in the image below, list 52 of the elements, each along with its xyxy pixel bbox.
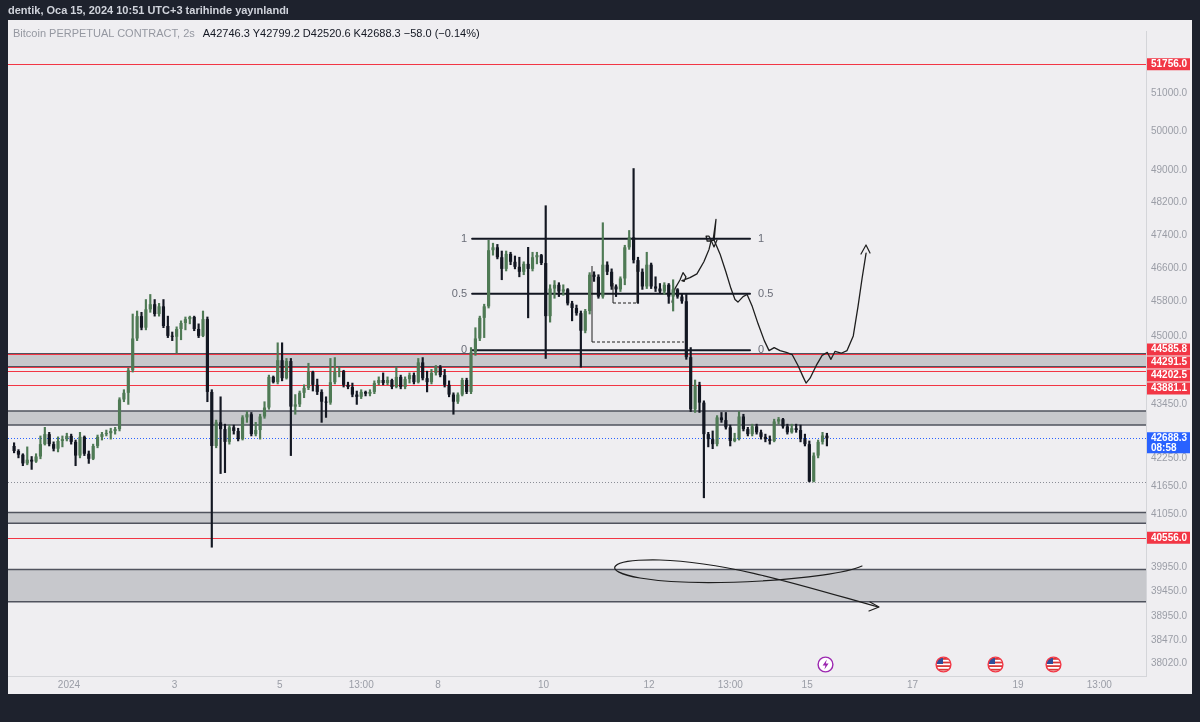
candlestick: [56, 436, 60, 453]
text: 08:58: [1151, 441, 1178, 453]
x-tick-label: 10: [537, 678, 550, 690]
y-tick-label: 41050.0: [1151, 508, 1188, 520]
x-tick-label: 19: [1012, 678, 1025, 690]
x-tick-label: 3: [171, 678, 178, 690]
series-label: 1: [460, 231, 468, 244]
y-tick-label: 43450.0: [1151, 397, 1188, 409]
y-tick-label: 38950.0: [1151, 610, 1188, 622]
y-tick-label: 39450.0: [1151, 585, 1188, 597]
candlestick: [737, 411, 741, 441]
y-tick-label: 41650.0: [1151, 479, 1188, 491]
y-tick-label: 50000.0: [1151, 125, 1188, 137]
x-tick-label: 13:00: [717, 678, 744, 690]
x-tick-label: 12: [643, 678, 655, 690]
ref-line-label: 44291.5: [1151, 356, 1188, 368]
text: 1: [758, 231, 765, 244]
x-tick-label: 17: [907, 678, 919, 690]
y-tick-label: 51000.0: [1151, 86, 1188, 98]
y-tick-label: 38020.0: [1151, 656, 1188, 668]
y-tick-label: 49000.0: [1151, 164, 1188, 176]
x-tick-label: 13:00: [1086, 678, 1113, 690]
series-label: 0: [460, 343, 468, 356]
y-tick-label: 38470.0: [1151, 634, 1188, 646]
x-tick-label: 15: [801, 678, 814, 690]
candlestick: [183, 316, 188, 331]
y-tick-label: 39950.0: [1151, 560, 1188, 572]
text: dentik, Oca 15, 2024 10:51 UTC+3 tarihinde yayınlandı: [8, 4, 289, 16]
ref-line-label: 51756.0: [1151, 58, 1188, 70]
ref-line-label: 42688.3: [1151, 432, 1188, 444]
ref-line-label: 40556.0: [1151, 531, 1188, 543]
y-tick-label: 42250.0: [1151, 452, 1188, 464]
ref-line-label: 44585.8: [1151, 343, 1188, 355]
x-tick-label: 8: [435, 678, 442, 690]
ref-line-label: 43881.1: [1151, 382, 1188, 394]
series-label: 0.5: [451, 286, 468, 299]
y-tick-label: 48200.0: [1151, 196, 1188, 208]
y-tick-label: 47400.0: [1151, 228, 1188, 240]
candlestick: [201, 310, 205, 338]
text: 0.5: [758, 286, 774, 299]
chart-subtitle: A42746.3 Y42799.2 D42520.6 K42688.3 −58.0 (−0.14%): [202, 27, 480, 39]
y-tick-label: 45000.0: [1151, 329, 1188, 341]
y-tick-label: 46600.0: [1151, 261, 1188, 273]
x-tick-label: 13:00: [348, 678, 375, 690]
x-tick-label: 2024: [57, 678, 81, 690]
candlestick: [719, 412, 724, 423]
chart-title: Bitcoin PERPETUAL CONTRACT, 2s: [13, 27, 195, 39]
text: 0: [758, 343, 765, 356]
y-tick-label: 45800.0: [1151, 295, 1188, 307]
candlestick: [78, 431, 82, 459]
ref-line-label: 44202.5: [1151, 369, 1188, 381]
x-tick-label: 5: [277, 678, 284, 690]
